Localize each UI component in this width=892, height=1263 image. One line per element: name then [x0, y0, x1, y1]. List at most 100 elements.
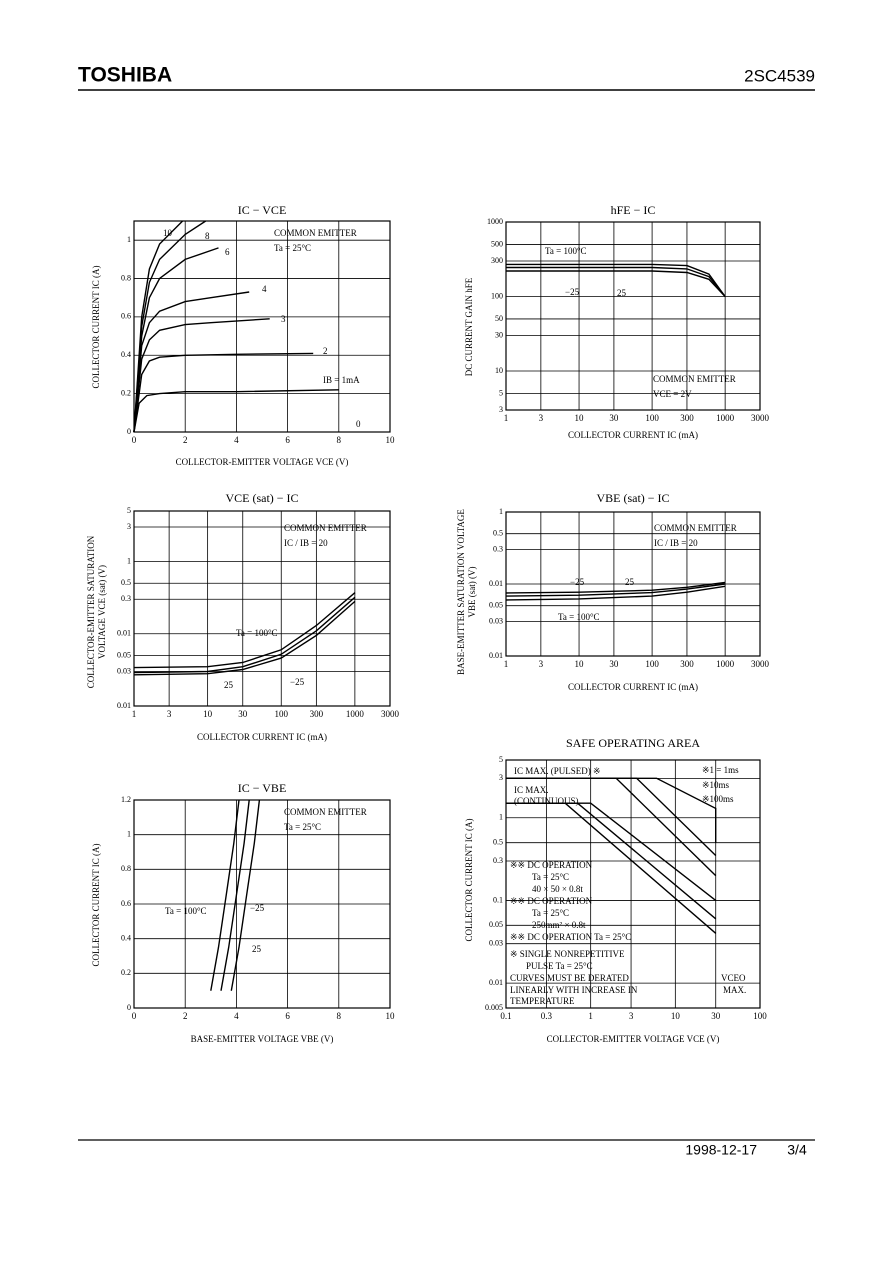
x-tick-label: 6	[285, 1011, 290, 1021]
y-tick-label: 0.03	[489, 616, 503, 625]
x-tick-label: 1	[132, 709, 137, 719]
brand: TOSHIBA	[78, 64, 172, 87]
curve-label: ※1 = 1ms	[702, 765, 739, 775]
curve-label: 4	[262, 284, 267, 294]
chart-title: IC − VBE	[238, 781, 287, 795]
chart-title: IC − VCE	[238, 203, 287, 217]
y-tick-label: 1	[499, 507, 503, 516]
x-tick-label: 2	[183, 435, 188, 445]
curve-label: Ta = 100°C	[558, 612, 600, 622]
annotation: Ta = 25°C	[532, 872, 569, 882]
annotation: TEMPERATURE	[510, 996, 575, 1006]
y-tick-label: 5	[499, 755, 503, 764]
curve-label: 3	[281, 314, 286, 324]
x-tick-label: 4	[234, 1011, 239, 1021]
x-tick-label: 3000	[751, 413, 770, 423]
y-tick-label: 0.3	[493, 544, 503, 553]
x-tick-label: 300	[680, 413, 694, 423]
x-tick-label: 100	[753, 1011, 767, 1021]
x-tick-label: 300	[680, 659, 694, 669]
y-tick-label: 0.8	[121, 864, 131, 873]
y-tick-label: 1	[499, 813, 503, 822]
annotation: IC MAX.	[514, 785, 549, 795]
y-tick-label: 0.05	[117, 650, 131, 659]
annotation: COMMON EMITTER	[274, 228, 357, 238]
x-tick-label: 300	[310, 709, 324, 719]
y-tick-label: 500	[491, 239, 503, 248]
curve-label: Ta = 100°C	[545, 246, 587, 256]
x-tick-label: 2	[183, 1011, 188, 1021]
annotation: LINEARLY WITH INCREASE IN	[510, 985, 638, 995]
y-tick-label: 3	[499, 405, 503, 414]
x-tick-label: 30	[609, 413, 619, 423]
x-tick-label: 3	[539, 659, 544, 669]
x-tick-label: 4	[234, 435, 239, 445]
annotation: IC / IB = 20	[284, 538, 328, 548]
curve	[133, 600, 356, 676]
y-tick-label: 0.03	[489, 939, 503, 948]
y-tick-label: 0.01	[489, 978, 503, 987]
y-tick-label: 3	[127, 522, 131, 531]
x-tick-label: 6	[285, 435, 290, 445]
y-tick-label: 1	[127, 829, 131, 838]
x-tick-label: 0	[132, 435, 137, 445]
x-tick-label: 3	[539, 413, 544, 423]
curve-label: 25	[252, 944, 262, 954]
annotation: Ta = 25°C	[532, 908, 569, 918]
curve-label: 25	[625, 577, 635, 587]
y-tick-label: 0.4	[121, 933, 131, 942]
curve	[133, 247, 219, 433]
curve-label: Ta = 100°C	[236, 628, 278, 638]
curve-label: 10	[163, 228, 173, 238]
x-tick-label: 10	[575, 413, 585, 423]
x-tick-label: 1	[588, 1011, 593, 1021]
curve	[505, 581, 726, 594]
x-tick-label: 0.1	[500, 1011, 511, 1021]
curve-label: −25	[570, 577, 585, 587]
y-tick-label: 1	[127, 235, 131, 244]
curve	[133, 592, 356, 669]
curve	[505, 585, 726, 601]
y-axis-label: COLLECTOR CURRENT IC (A)	[91, 266, 101, 389]
y-tick-label: 1.2	[121, 795, 131, 804]
curve	[133, 596, 356, 674]
x-axis-label: COLLECTOR CURRENT IC (mA)	[568, 682, 698, 692]
x-tick-label: 1	[504, 413, 509, 423]
y-tick-label: 0.6	[121, 899, 131, 908]
curve-label: 8	[205, 231, 210, 241]
curve-label: 25	[224, 680, 234, 690]
annotation: Ta = 25°C	[284, 822, 321, 832]
x-tick-label: 30	[609, 659, 619, 669]
y-axis-label: DC CURRENT GAIN hFE	[464, 277, 474, 376]
y-tick-label: 30	[495, 330, 503, 339]
x-tick-label: 100	[274, 709, 288, 719]
curve-label: −25	[250, 903, 265, 913]
x-tick-label: 100	[645, 659, 659, 669]
x-tick-label: 100	[645, 413, 659, 423]
curve	[133, 220, 207, 433]
curve-label: 25	[617, 288, 627, 298]
annotation: COMMON EMITTER	[284, 807, 367, 817]
x-tick-label: 3	[629, 1011, 634, 1021]
y-tick-label: 0.05	[489, 601, 503, 610]
x-tick-label: 8	[337, 435, 342, 445]
annotation: CURVES MUST BE DERATED	[510, 973, 629, 983]
y-tick-label: 1	[127, 556, 131, 565]
x-tick-label: 10	[575, 659, 585, 669]
annotation: ※※ DC OPERATION Ta = 25°C	[510, 932, 631, 942]
curve-label: IB = 1mA	[323, 375, 360, 385]
curve	[506, 777, 717, 877]
curve-label: Ta = 100°C	[165, 906, 207, 916]
y-tick-label: 0.4	[121, 350, 131, 359]
y-tick-label: 0.01	[489, 651, 503, 660]
curve	[210, 799, 240, 991]
plot-frame	[133, 510, 391, 707]
x-tick-label: 1000	[346, 709, 365, 719]
x-tick-label: 10	[386, 435, 396, 445]
curve-label: ※100ms	[702, 794, 734, 804]
y-tick-label: 0.05	[489, 920, 503, 929]
curve-label: 2	[323, 346, 328, 356]
annotation: 250mm² × 0.8t	[532, 920, 586, 930]
curve	[133, 389, 339, 433]
